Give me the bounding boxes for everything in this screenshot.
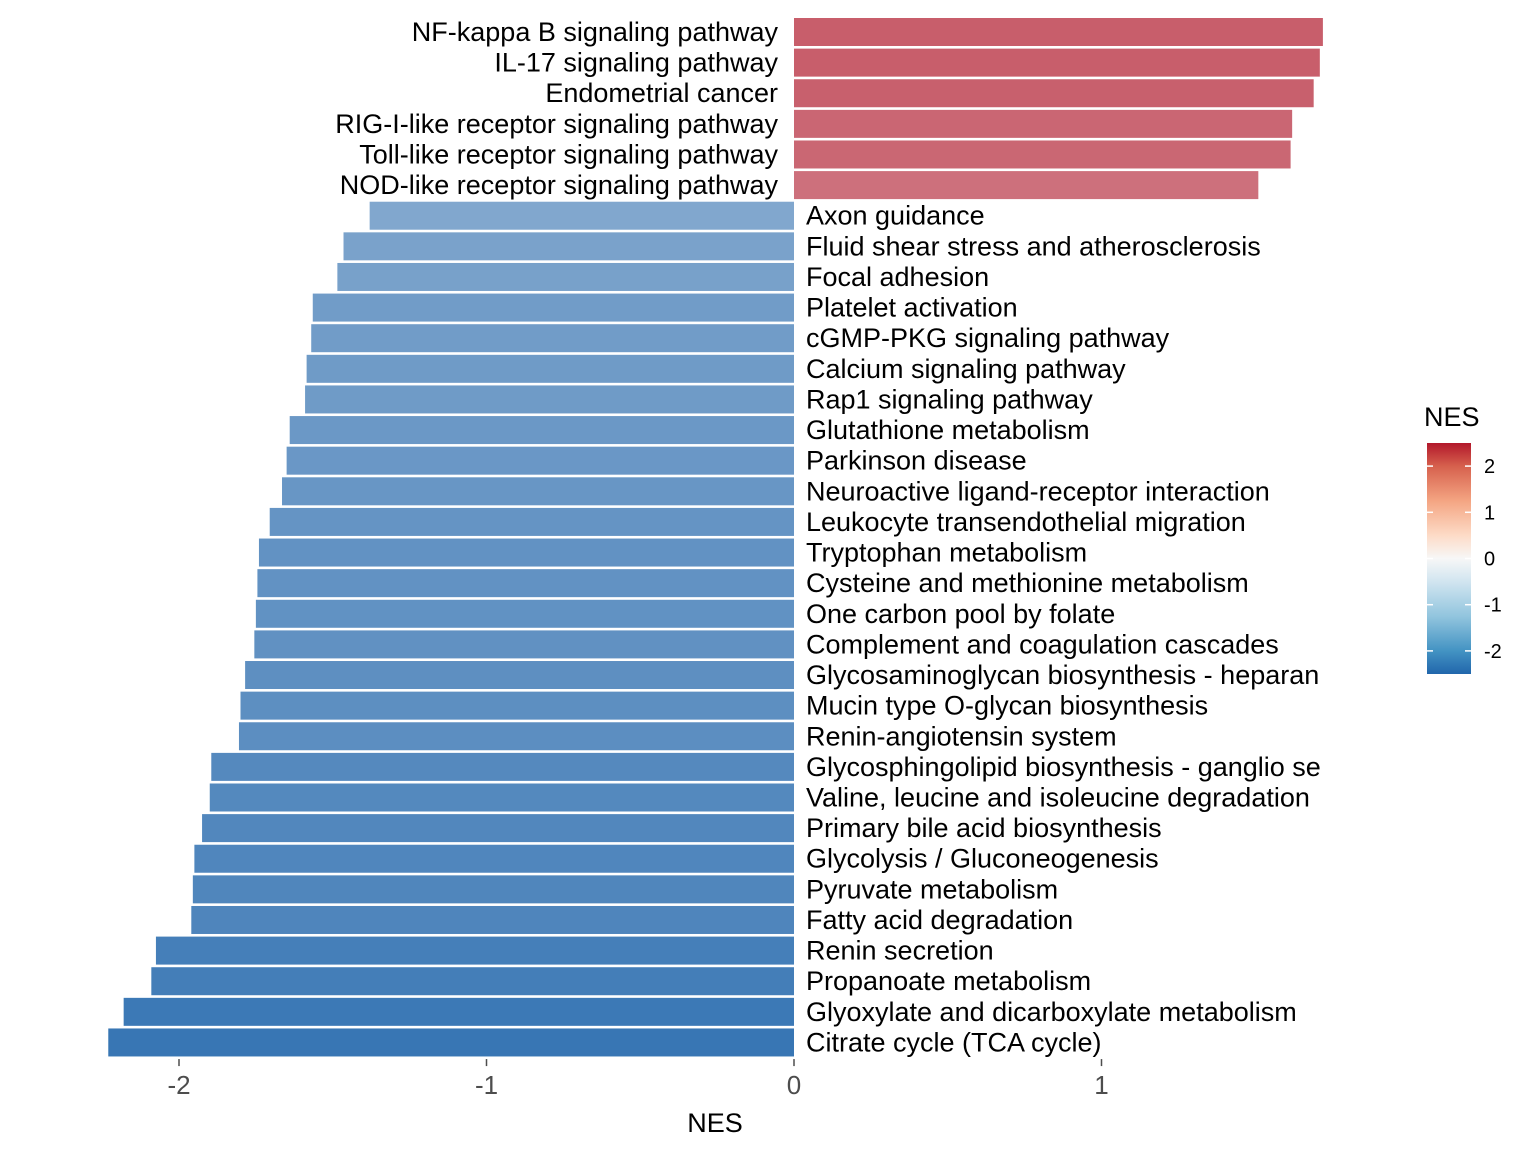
x-tick-label: 0 bbox=[787, 1070, 801, 1100]
pathway-label-14: Parkinson disease bbox=[806, 446, 1027, 476]
x-tick-label: -1 bbox=[475, 1070, 498, 1100]
bar-26 bbox=[202, 814, 794, 843]
pathway-label-1: IL-17 signaling pathway bbox=[494, 48, 778, 78]
color-legend: NES 2 1 0 -1 -2 bbox=[1424, 402, 1502, 674]
bar-8 bbox=[337, 262, 794, 291]
bar-31 bbox=[151, 967, 794, 996]
bars-layer bbox=[108, 18, 1323, 1057]
pathway-label-13: Glutathione metabolism bbox=[806, 415, 1090, 445]
bar-11 bbox=[306, 354, 794, 383]
bar-28 bbox=[192, 875, 794, 904]
pathway-label-2: Endometrial cancer bbox=[545, 78, 778, 108]
bar-20 bbox=[254, 630, 794, 659]
pathway-label-19: One carbon pool by folate bbox=[806, 599, 1115, 629]
bar-0 bbox=[794, 18, 1323, 46]
bar-25 bbox=[209, 783, 794, 812]
bar-19 bbox=[255, 599, 794, 628]
bar-15 bbox=[282, 477, 794, 506]
pathway-label-7: Fluid shear stress and atherosclerosis bbox=[806, 231, 1261, 261]
x-axis-title: NES bbox=[687, 1108, 743, 1138]
pathway-label-31: Propanoate metabolism bbox=[806, 966, 1091, 996]
bar-9 bbox=[312, 293, 794, 322]
pathway-label-15: Neuroactive ligand-receptor interaction bbox=[806, 476, 1270, 506]
pathway-label-29: Fatty acid degradation bbox=[806, 905, 1073, 935]
legend-tick-label: 0 bbox=[1484, 549, 1495, 571]
bar-24 bbox=[211, 752, 795, 781]
legend-title: NES bbox=[1424, 402, 1480, 432]
pathway-label-22: Mucin type O-glycan biosynthesis bbox=[806, 691, 1208, 721]
pathway-label-3: RIG-I-like receptor signaling pathway bbox=[335, 109, 778, 139]
legend-tick-label: -2 bbox=[1484, 641, 1502, 663]
bar-29 bbox=[191, 905, 795, 934]
pathway-label-4: Toll-like receptor signaling pathway bbox=[359, 139, 778, 169]
pathway-label-5: NOD-like receptor signaling pathway bbox=[340, 170, 779, 200]
pathway-label-28: Pyruvate metabolism bbox=[806, 874, 1058, 904]
bar-1 bbox=[794, 48, 1320, 77]
bar-32 bbox=[123, 997, 794, 1026]
bar-4 bbox=[794, 140, 1291, 169]
x-axis: -2 -1 0 1 bbox=[167, 1059, 1109, 1100]
pathway-label-33: Citrate cycle (TCA cycle) bbox=[806, 1027, 1102, 1057]
pathway-label-27: Glycolysis / Gluconeogenesis bbox=[806, 844, 1159, 874]
pathway-label-18: Cysteine and methionine metabolism bbox=[806, 568, 1249, 598]
bar-22 bbox=[240, 691, 794, 720]
legend-ticks: 2 1 0 -1 -2 bbox=[1427, 456, 1502, 663]
pathway-label-32: Glyoxylate and dicarboxylate metabolism bbox=[806, 997, 1297, 1027]
pathway-label-16: Leukocyte transendothelial migration bbox=[806, 507, 1246, 537]
bar-14 bbox=[286, 446, 794, 475]
bar-21 bbox=[245, 661, 795, 690]
bar-10 bbox=[311, 324, 794, 353]
pathway-label-26: Primary bile acid biosynthesis bbox=[806, 813, 1162, 843]
bar-27 bbox=[194, 844, 794, 873]
bar-17 bbox=[258, 538, 794, 567]
legend-tick-label: -1 bbox=[1484, 595, 1502, 617]
pathway-label-12: Rap1 signaling pathway bbox=[806, 384, 1093, 414]
pathway-label-30: Renin secretion bbox=[806, 936, 994, 966]
bar-13 bbox=[289, 416, 794, 445]
pathway-label-25: Valine, leucine and isoleucine degradati… bbox=[806, 783, 1310, 813]
x-tick-label: 1 bbox=[1094, 1070, 1108, 1100]
bar-6 bbox=[369, 201, 794, 230]
pathway-label-24: Glycosphingolipid biosynthesis - ganglio… bbox=[806, 752, 1321, 782]
pathway-label-8: Focal adhesion bbox=[806, 262, 989, 292]
pathway-label-11: Calcium signaling pathway bbox=[806, 354, 1126, 384]
pathway-label-21: Glycosaminoglycan biosynthesis - heparan bbox=[806, 660, 1319, 690]
pathway-label-0: NF-kappa B signaling pathway bbox=[412, 17, 779, 47]
pathway-label-10: cGMP-PKG signaling pathway bbox=[806, 323, 1170, 353]
bar-5 bbox=[794, 171, 1259, 200]
pathway-label-9: Platelet activation bbox=[806, 293, 1018, 323]
legend-tick-label: 1 bbox=[1484, 502, 1495, 524]
bar-12 bbox=[305, 385, 794, 414]
bar-2 bbox=[794, 79, 1314, 108]
bar-18 bbox=[257, 569, 795, 598]
legend-tick-label: 2 bbox=[1484, 456, 1495, 478]
pathway-label-20: Complement and coagulation cascades bbox=[806, 629, 1279, 659]
bar-3 bbox=[794, 109, 1293, 138]
pathway-label-6: Axon guidance bbox=[806, 201, 985, 231]
pathway-label-23: Renin-angiotensin system bbox=[806, 721, 1117, 751]
x-tick-label: -2 bbox=[167, 1070, 190, 1100]
bar-33 bbox=[108, 1028, 794, 1057]
bar-30 bbox=[155, 936, 794, 965]
bar-23 bbox=[238, 722, 794, 751]
legend-colorbar bbox=[1427, 443, 1471, 674]
pathway-label-17: Tryptophan metabolism bbox=[806, 538, 1087, 568]
bar-7 bbox=[343, 232, 794, 261]
bar-16 bbox=[269, 507, 794, 536]
